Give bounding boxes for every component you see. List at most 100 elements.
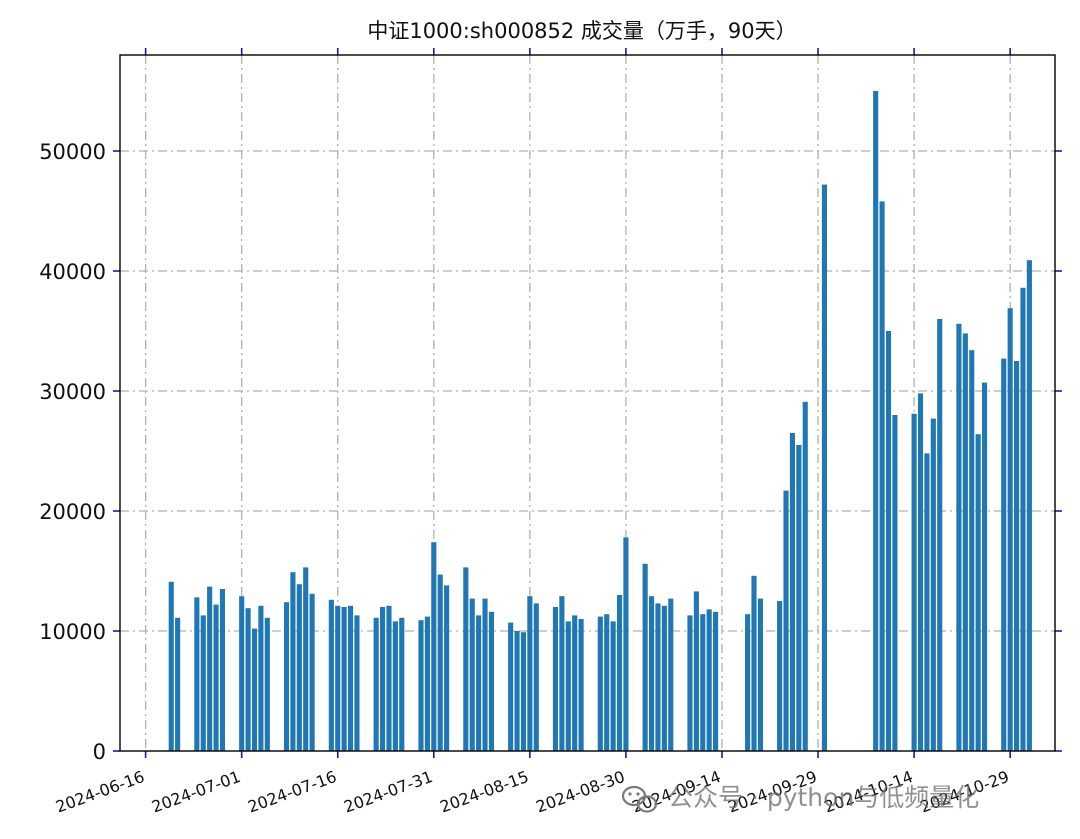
volume-bar (687, 615, 693, 751)
volume-bar (668, 598, 674, 751)
volume-bar (245, 608, 251, 751)
volume-bar (757, 598, 763, 751)
volume-bar (213, 604, 219, 751)
y-tick-label: 40000 (39, 260, 106, 284)
volume-bar (892, 415, 898, 751)
volume-bar (879, 201, 885, 751)
volume-bar (520, 632, 527, 751)
bars (168, 91, 1032, 752)
plot-frame (119, 54, 1056, 752)
volume-bar (1020, 287, 1026, 751)
volume-bar (482, 598, 488, 751)
volume-bar (911, 413, 917, 751)
volume-bar (488, 611, 494, 751)
volume-bar (597, 616, 603, 751)
volume-bar (693, 591, 699, 751)
volume-bar (873, 91, 879, 751)
volume-bar (392, 621, 398, 751)
volume-bar (168, 581, 174, 751)
volume-bar (802, 401, 808, 751)
volume-bar (700, 614, 706, 751)
volume-bar (303, 567, 309, 751)
volume-bar (552, 607, 559, 751)
volume-bar (706, 609, 712, 751)
volume-bar (975, 434, 981, 751)
volume-bar (956, 323, 962, 751)
volume-bar (885, 331, 892, 751)
y-tick-label: 10000 (39, 620, 106, 644)
volume-bar (533, 603, 539, 751)
volume-bar (565, 621, 571, 751)
volume-bar (713, 611, 719, 751)
volume-bar (1014, 361, 1020, 751)
volume-bar (380, 607, 386, 751)
volume-bar (463, 567, 469, 751)
y-axis-labels: 0 10000 20000 30000 40000 50000 (39, 140, 106, 764)
volume-bar (648, 596, 655, 751)
volume-bar (937, 319, 943, 751)
volume-bar (347, 605, 354, 751)
wechat-icon (621, 785, 658, 813)
volume-bar (610, 621, 616, 751)
volume-bar (296, 584, 302, 751)
volume-bar (431, 542, 437, 751)
volume-bar (962, 333, 968, 751)
volume-bar (661, 605, 667, 751)
volume-bar (514, 631, 520, 751)
volume-bar (796, 445, 802, 751)
volume-bar (354, 615, 360, 751)
volume-bar (194, 597, 200, 751)
volume-bar (309, 593, 315, 751)
volume-bar (251, 628, 258, 751)
volume-bar (219, 589, 226, 751)
axis-ticks (113, 48, 1062, 758)
volume-bar (283, 602, 290, 751)
volume-bar (1001, 358, 1007, 751)
volume-bar (444, 585, 450, 751)
volume-bar (399, 617, 405, 751)
y-tick-label: 30000 (39, 380, 106, 404)
volume-bar (418, 620, 424, 751)
volume-bar (386, 605, 392, 751)
volume-bar (175, 617, 181, 751)
volume-bar (200, 615, 206, 751)
volume-bar (572, 615, 578, 751)
volume-bar (424, 616, 430, 751)
volume-bar (623, 537, 629, 751)
volume-bar (783, 490, 789, 751)
volume-bar (789, 433, 795, 751)
volume-bar (777, 601, 783, 751)
volume-bar (373, 617, 379, 751)
volume-bar (751, 575, 757, 751)
volume-bar (821, 184, 828, 752)
volume-bar (239, 596, 245, 751)
volume-bar (335, 605, 341, 751)
volume-bar (207, 586, 213, 751)
volume-bar (328, 599, 334, 751)
volume-bar (924, 453, 930, 751)
y-tick-label: 50000 (39, 140, 106, 164)
volume-bar (655, 603, 661, 751)
volume-bar (1007, 308, 1013, 751)
volume-bar (508, 622, 514, 751)
volume-bar (341, 607, 347, 751)
volume-bar (981, 382, 988, 751)
watermark-text: 公众号 · python与低频量化 (668, 783, 979, 812)
volume-bar (578, 619, 584, 751)
volume-bar (469, 598, 475, 751)
volume-bar (745, 614, 751, 751)
chart-title: 中证1000:sh000852 成交量（万手，90天） (367, 19, 796, 43)
volume-bar (527, 596, 533, 751)
volume-bar (264, 617, 270, 751)
volume-bar (1026, 260, 1032, 751)
volume-bar (476, 615, 482, 751)
volume-bar (290, 572, 296, 751)
volume-bar (258, 605, 264, 751)
y-tick-label: 0 (93, 740, 106, 764)
volume-bar (559, 596, 565, 751)
volume-bar (437, 574, 443, 751)
volume-bar (930, 418, 936, 751)
y-tick-label: 20000 (39, 500, 106, 524)
volume-bar (642, 563, 648, 751)
